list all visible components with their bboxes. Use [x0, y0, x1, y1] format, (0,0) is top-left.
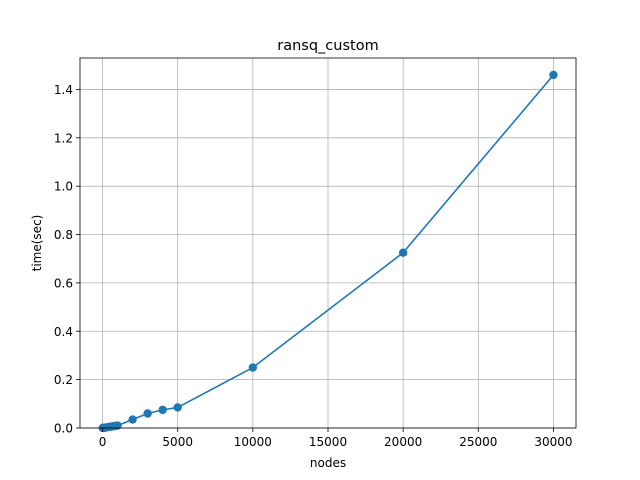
data-point — [158, 405, 167, 415]
axis-ticks: 0 5000 10000 15000 20000 25000 30000 0.0 0.2 0.4 0… — [54, 83, 573, 449]
x-tick-label: 5000 — [162, 435, 193, 449]
grid-lines — [80, 58, 576, 429]
y-axis-label: time(sec) — [30, 215, 44, 272]
y-tick-label: 0.0 — [54, 422, 73, 436]
y-tick-label: 1.2 — [54, 131, 73, 145]
data-point — [549, 70, 558, 80]
data-point — [398, 248, 408, 257]
x-tick-label: 0 — [99, 435, 107, 449]
x-tick-label: 20000 — [384, 435, 422, 449]
y-tick-label: 0.8 — [54, 228, 73, 242]
x-tick-label: 25000 — [459, 435, 497, 449]
y-tick-label: 0.2 — [54, 373, 73, 387]
data-point — [128, 415, 137, 424]
data-point — [248, 363, 258, 372]
data-point — [143, 409, 152, 418]
x-tick-label: 10000 — [234, 435, 272, 449]
x-tick-label: 15000 — [309, 435, 347, 449]
y-tick-label: 0.4 — [54, 325, 73, 339]
data-series — [98, 70, 558, 433]
y-tick-label: 1.4 — [54, 83, 73, 97]
data-point — [173, 403, 182, 412]
y-tick-label: 0.6 — [54, 276, 73, 290]
x-tick-label: 30000 — [534, 435, 572, 449]
chart-title: ransq_custom — [277, 38, 378, 54]
data-point — [113, 421, 122, 430]
y-tick-label: 1.0 — [54, 180, 73, 194]
x-axis-label: nodes — [310, 456, 346, 470]
